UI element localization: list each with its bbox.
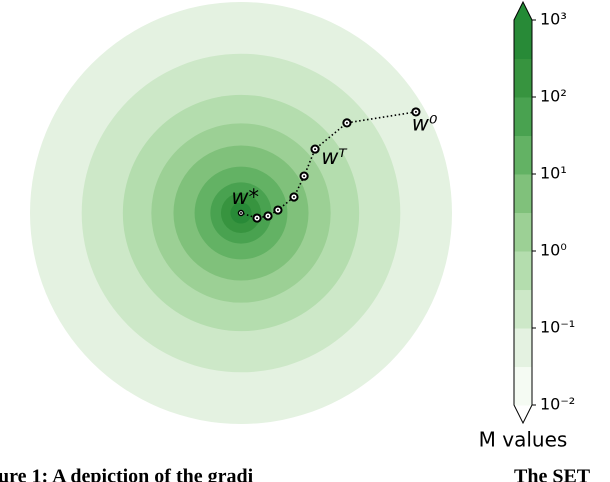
colorbar-tick-label: 10² — [540, 87, 567, 106]
plot: w⁰ wᵀ w* — [30, 2, 452, 424]
trajectory-dot — [240, 212, 242, 214]
colorbar-band — [514, 135, 532, 175]
trajectory-dot — [314, 148, 317, 151]
trajectory-dot — [303, 175, 306, 178]
colorbar-tick-label: 10⁻² — [540, 395, 575, 414]
caption: The SET — [514, 466, 591, 482]
colorbar-extend-top — [514, 2, 532, 20]
colorbar-band — [514, 97, 532, 137]
point-label: wᵀ — [321, 145, 347, 169]
trajectory-dot — [292, 195, 295, 198]
trajectory-dot — [256, 217, 259, 220]
colorbar-tick-label: 10¹ — [540, 164, 567, 183]
colorbar-band — [514, 328, 532, 368]
colorbar-band — [514, 289, 532, 329]
colorbar-tick-label: 10⁻¹ — [540, 318, 575, 337]
colorbar-band — [514, 366, 532, 406]
trajectory-dot — [276, 209, 279, 212]
colorbar-band — [514, 251, 532, 291]
point-label: w* — [231, 185, 259, 209]
colorbar-band — [514, 58, 532, 98]
caption: ure 1: A depiction of the gradi — [0, 466, 254, 482]
trajectory-dot — [267, 214, 270, 217]
colorbar-tick-label: 10⁰ — [540, 241, 567, 260]
trajectory-dot — [414, 110, 417, 113]
colorbar-band — [514, 212, 532, 252]
point-label: w⁰ — [412, 111, 438, 135]
colorbar-band — [514, 20, 532, 60]
colorbar-label: M values — [479, 428, 568, 452]
colorbar: 10⁻² 10⁻¹ 10⁰ 10¹ 10² 10³ — [513, 0, 575, 425]
trajectory-dot — [345, 121, 348, 124]
colorbar-band — [514, 174, 532, 214]
colorbar-tick-label: 10³ — [540, 10, 567, 29]
